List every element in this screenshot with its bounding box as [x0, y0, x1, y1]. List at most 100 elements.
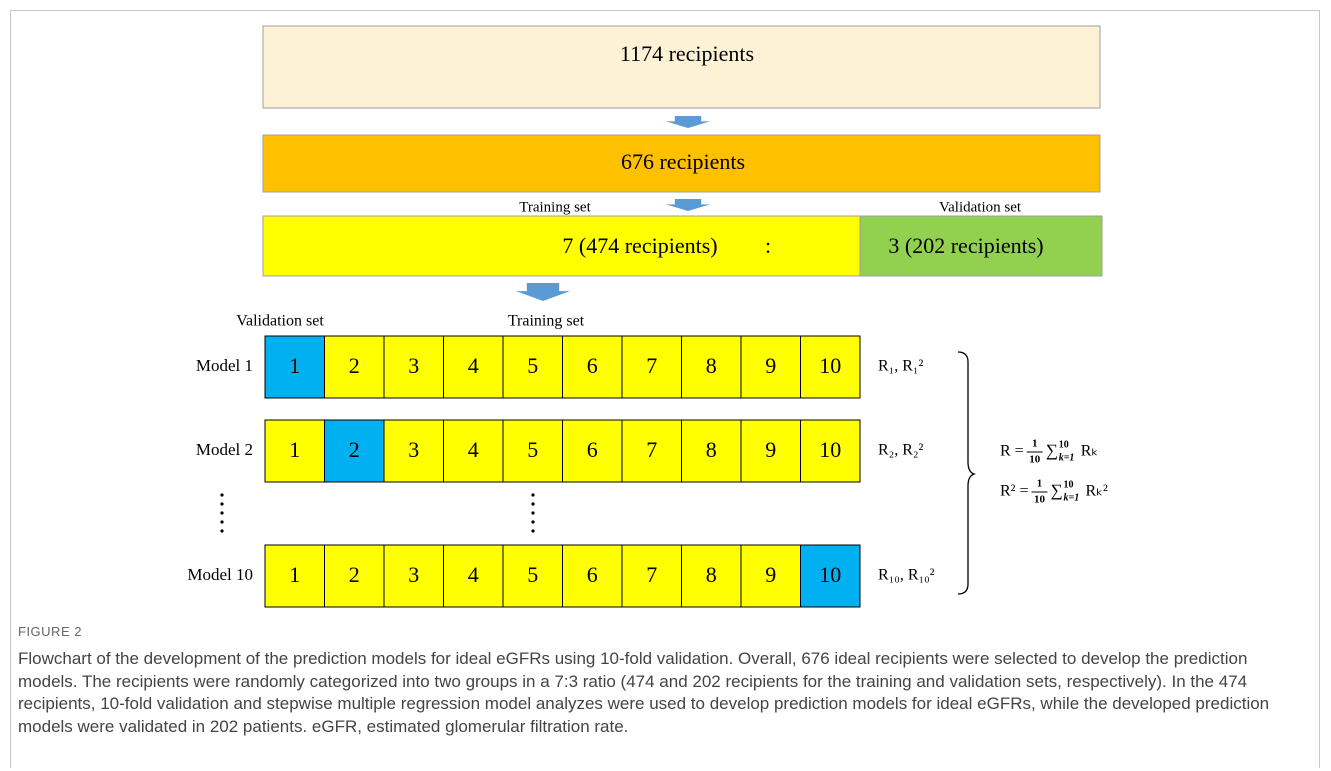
- formula-lhs: R =: [1000, 443, 1024, 460]
- fold-number: 1: [289, 437, 300, 462]
- ellipsis-dot: [531, 529, 535, 533]
- fold-cell: [681, 419, 742, 483]
- flowchart: 1174 recipients 676 recipients Training se…: [187, 25, 1108, 608]
- model-label: Model 1: [196, 356, 253, 375]
- fold-number: 4: [468, 437, 479, 462]
- caption: Flowchart of the development of the pred…: [18, 649, 1270, 736]
- figure-label: FIGURE 2: [18, 624, 82, 639]
- fold-number: 5: [527, 437, 538, 462]
- fold-number: 8: [706, 353, 717, 378]
- fold-number: 6: [587, 437, 598, 462]
- second-box-text: 676 recipients: [621, 149, 745, 174]
- arrow: [666, 199, 710, 211]
- fold-number: 8: [706, 562, 717, 587]
- formula-den: 10: [1034, 494, 1046, 506]
- fold-cell: [383, 544, 444, 608]
- fold-cell: [562, 544, 623, 608]
- fold-number: 2: [349, 437, 360, 462]
- formula-den: 10: [1029, 454, 1041, 466]
- fold-cell: [562, 335, 623, 399]
- fold-number: 9: [765, 437, 776, 462]
- arrow: [516, 283, 570, 301]
- fold-number: 9: [765, 353, 776, 378]
- training-box: [262, 215, 861, 277]
- fold-number: 10: [819, 562, 841, 587]
- formula-lhs: R² =: [1000, 483, 1029, 500]
- fold-cell: [443, 544, 504, 608]
- fold-number: 2: [349, 562, 360, 587]
- formula-sum: ∑: [1051, 481, 1063, 500]
- top-box: [262, 25, 1101, 109]
- fold-cell: [383, 419, 444, 483]
- formula-lower: k=1: [1064, 492, 1080, 503]
- ellipsis-dot: [531, 511, 535, 515]
- ellipsis-dot: [220, 502, 224, 506]
- fold-cell: [383, 335, 444, 399]
- fold-cell: [621, 419, 682, 483]
- fold-cell: [740, 544, 801, 608]
- validation-box: [859, 215, 1103, 277]
- top-box-text: 1174 recipients: [620, 41, 754, 66]
- fold-cell: [740, 335, 801, 399]
- separator: :: [765, 233, 771, 258]
- fold-cell: [800, 544, 861, 608]
- formula-num: 1: [1032, 438, 1038, 450]
- fold-number: 4: [468, 353, 479, 378]
- validation-label: Validation set: [939, 199, 1022, 215]
- fold-cell: [502, 419, 563, 483]
- ellipsis-dot: [220, 520, 224, 524]
- fold-cell: [324, 419, 385, 483]
- training-label: Training set: [519, 199, 591, 215]
- fold-cell: [324, 544, 385, 608]
- fold-cell: [562, 419, 623, 483]
- fold-cell: [443, 419, 504, 483]
- fold-cell: [264, 544, 325, 608]
- ellipsis-dot: [220, 493, 224, 497]
- fold-number: 6: [587, 562, 598, 587]
- model-label: Model 2: [196, 440, 253, 459]
- fold-number: 3: [408, 437, 419, 462]
- formula-lower: k=1: [1059, 452, 1075, 463]
- fold-number: 5: [527, 562, 538, 587]
- fold-number: 1: [289, 562, 300, 587]
- fold-number: 10: [819, 353, 841, 378]
- fold-number: 8: [706, 437, 717, 462]
- model-result: R₂, R₂²: [878, 442, 924, 459]
- fold-number: 7: [646, 562, 657, 587]
- formula-term: Rₖ: [1081, 443, 1098, 460]
- fold-number: 6: [587, 353, 598, 378]
- fold-training-label: Training set: [508, 313, 585, 330]
- model-result: R₁, R₁²: [878, 358, 924, 375]
- formula-upper: 10: [1059, 439, 1069, 450]
- fold-number: 3: [408, 353, 419, 378]
- figure-frame: [10, 10, 1320, 768]
- fold-cell: [621, 544, 682, 608]
- fold-cell: [800, 335, 861, 399]
- ellipsis-dot: [531, 520, 535, 524]
- second-box: [262, 134, 1101, 193]
- fold-number: 7: [646, 437, 657, 462]
- ellipsis-dot: [531, 502, 535, 506]
- fold-cell: [264, 419, 325, 483]
- validation-text: 3 (202 recipients): [888, 233, 1043, 258]
- fold-number: 7: [646, 353, 657, 378]
- fold-number: 10: [819, 437, 841, 462]
- training-text: 7 (474 recipients): [562, 233, 717, 258]
- formula-upper: 10: [1064, 479, 1074, 490]
- fold-number: 4: [468, 562, 479, 587]
- fold-cell: [681, 544, 742, 608]
- ellipsis-dot: [220, 529, 224, 533]
- fold-cell: [681, 335, 742, 399]
- fold-number: 2: [349, 353, 360, 378]
- fold-number: 1: [289, 353, 300, 378]
- ellipsis-dot: [531, 493, 535, 497]
- bracket: [957, 351, 977, 595]
- fold-number: 9: [765, 562, 776, 587]
- ellipsis-dot: [220, 511, 224, 515]
- formula-num: 1: [1037, 478, 1043, 490]
- fold-cell: [502, 544, 563, 608]
- formula-sum: ∑: [1046, 441, 1058, 460]
- fold-number: 3: [408, 562, 419, 587]
- fold-validation-label: Validation set: [236, 313, 324, 330]
